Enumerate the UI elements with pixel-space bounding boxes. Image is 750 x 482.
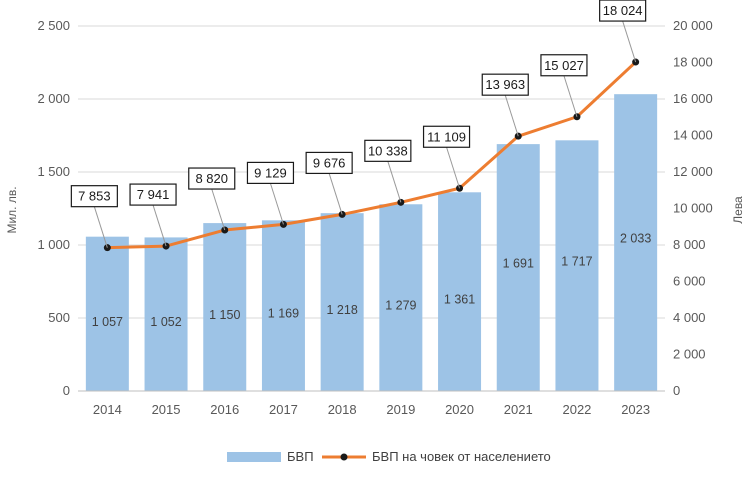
callout-box	[481, 73, 529, 96]
legend-line-marker	[340, 453, 348, 461]
bar	[144, 237, 188, 391]
line-value-label: 9 129	[254, 165, 287, 180]
callout-leader	[269, 183, 284, 225]
callout-leader	[93, 206, 108, 248]
callout-box	[129, 183, 177, 206]
callout-leader	[446, 147, 461, 189]
x-tick-label: 2021	[504, 402, 533, 417]
line-value-label: 11 109	[427, 129, 466, 144]
bar	[320, 213, 364, 391]
x-tick-label: 2017	[269, 402, 298, 417]
bar	[496, 144, 540, 391]
bar-series	[85, 94, 658, 391]
line-value-label: 18 024	[603, 3, 643, 18]
line-value-label: 15 027	[544, 58, 584, 73]
callout-box	[422, 125, 471, 148]
y-tick-label: 2 500	[37, 18, 70, 33]
bar	[614, 94, 658, 391]
x-tick-label: 2015	[152, 402, 181, 417]
callout-box	[188, 167, 236, 190]
x-tick-label: 2019	[386, 402, 415, 417]
bar	[203, 223, 247, 391]
callout-leader	[211, 188, 226, 231]
callout-leader	[387, 161, 402, 203]
y-axis-title: Мил. лв.	[5, 186, 19, 233]
legend-bar-swatch	[227, 452, 281, 462]
bar-value-label: 1 057	[92, 315, 123, 329]
callout-leader	[504, 95, 519, 137]
callout-box	[364, 139, 412, 162]
callout-leader	[563, 75, 578, 117]
y2-tick-label: 14 000	[673, 128, 713, 143]
bar-value-label: 1 169	[268, 307, 299, 321]
x-tick-label: 2016	[210, 402, 239, 417]
y-tick-label: 500	[48, 310, 70, 325]
bar-value-label: 2 033	[620, 232, 651, 246]
callout-box	[540, 54, 588, 77]
bar-value-label: 1 717	[561, 255, 592, 269]
y-tick-label: 1 000	[37, 237, 70, 252]
bar-value-label: 1 052	[150, 315, 181, 329]
bar-value-label: 1 691	[503, 257, 534, 271]
y2-tick-label: 12 000	[673, 164, 713, 179]
callout-leader	[622, 20, 637, 63]
y2-tick-label: 16 000	[673, 91, 713, 106]
y2-tick-label: 8 000	[673, 237, 706, 252]
bar-value-label: 1 361	[444, 293, 475, 307]
bar	[261, 220, 305, 391]
bar	[438, 192, 482, 391]
y2-tick-label: 6 000	[673, 274, 706, 289]
bar	[379, 204, 423, 391]
legend-line-label: БВП на човек от населението	[372, 449, 551, 464]
callout-leader	[152, 204, 167, 247]
y-tick-label: 2 000	[37, 91, 70, 106]
bar-value-label: 1 218	[327, 303, 358, 317]
x-tick-label: 2018	[328, 402, 357, 417]
line-value-label: 13 963	[485, 77, 525, 92]
callout-box	[599, 0, 647, 22]
y-tick-label: 1 500	[37, 164, 70, 179]
y2-tick-label: 10 000	[673, 201, 713, 216]
callout-leader	[328, 173, 343, 215]
bar-value-label: 1 279	[385, 299, 416, 313]
line-value-label: 7 853	[78, 189, 111, 204]
y2-tick-label: 4 000	[673, 310, 706, 325]
x-tick-label: 2023	[621, 402, 650, 417]
y2-tick-label: 18 000	[673, 55, 713, 70]
bar-value-label: 1 150	[209, 308, 240, 322]
x-tick-label: 2014	[93, 402, 122, 417]
callout-box	[305, 151, 353, 175]
x-tick-label: 2020	[445, 402, 474, 417]
y2-tick-label: 2 000	[673, 347, 706, 362]
bar	[555, 140, 599, 391]
line-value-label: 8 820	[195, 171, 228, 186]
y2-tick-label: 20 000	[673, 18, 713, 33]
line-value-label: 7 941	[137, 187, 170, 202]
callout-box	[246, 161, 295, 184]
line-value-label: 10 338	[368, 143, 408, 158]
data-labels: 1 057 1 052 1 150 1 169 1 218 1 279 1 361 1 691…	[70, 0, 651, 329]
legend: БВП БВП на човек от населението	[227, 449, 551, 464]
y2-axis-title: Лева	[731, 196, 745, 224]
axes: 0 500 1 000 1 500 2 000 2 500 0 2 000 4 000 6 000…	[37, 18, 712, 417]
series-line	[107, 60, 637, 250]
x-tick-label: 2022	[562, 402, 591, 417]
y2-tick-label: 0	[673, 383, 680, 398]
bar	[85, 236, 129, 391]
line-value-label: 9 676	[313, 155, 346, 170]
y-tick-label: 0	[63, 383, 70, 398]
legend-bar-label: БВП	[287, 449, 314, 464]
callout-box	[70, 185, 118, 208]
